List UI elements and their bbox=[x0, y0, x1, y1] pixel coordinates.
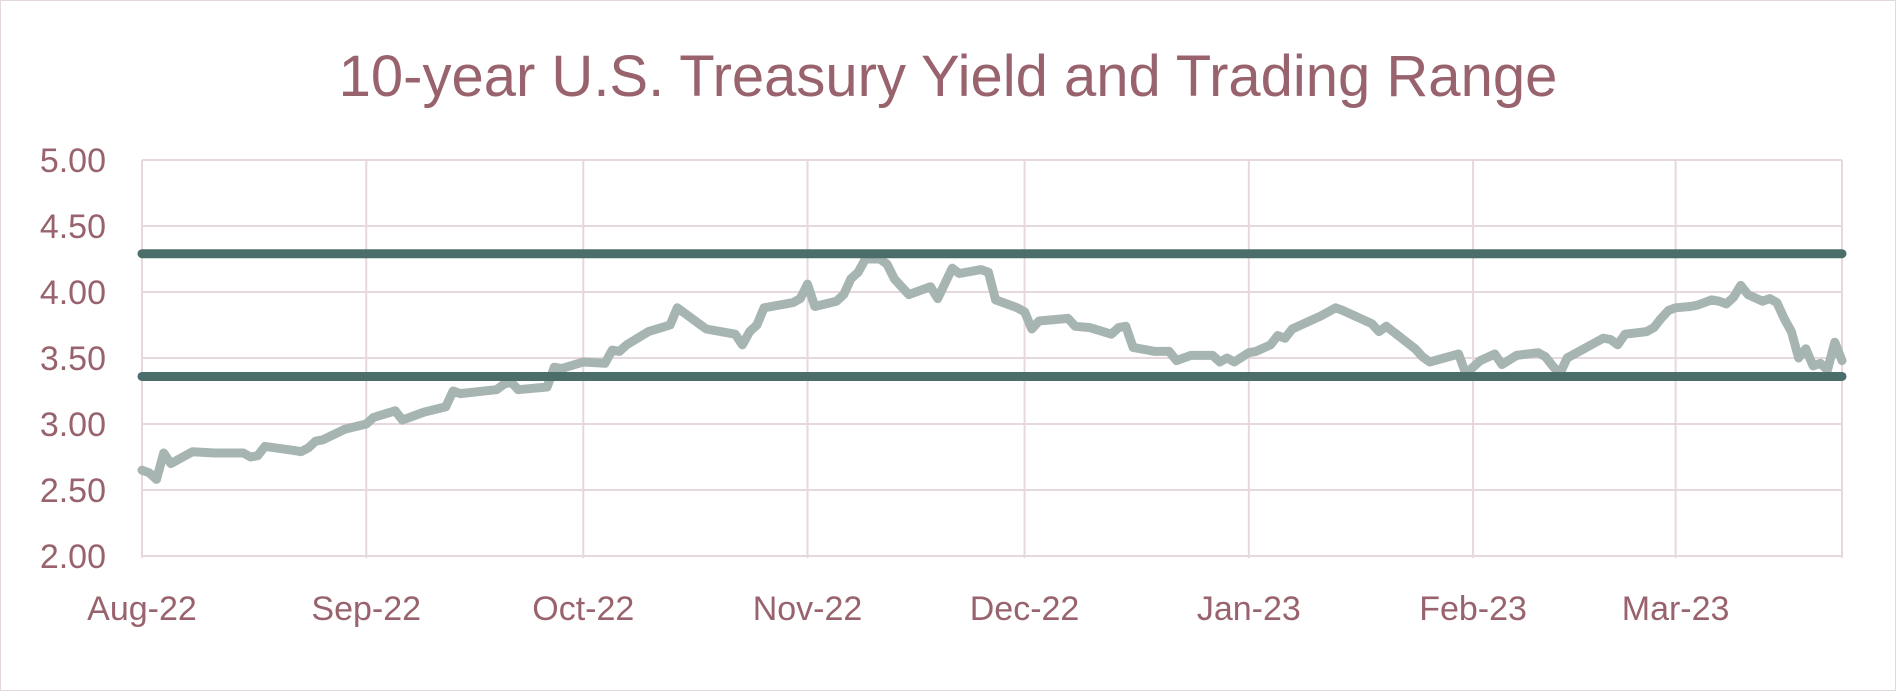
x-tick-label: Sep-22 bbox=[311, 590, 421, 628]
chart-title: 10-year U.S. Treasury Yield and Trading … bbox=[339, 44, 1558, 109]
x-tick-label: Jan-23 bbox=[1197, 590, 1301, 628]
series-layer bbox=[137, 254, 1847, 484]
y-tick-label: 2.50 bbox=[40, 472, 106, 510]
x-tick-label: Oct-22 bbox=[532, 590, 634, 628]
x-tick-label: Aug-22 bbox=[87, 590, 197, 628]
yield-series-line bbox=[137, 254, 1847, 484]
y-tick-label: 2.00 bbox=[40, 538, 106, 576]
x-tick-label: Feb-23 bbox=[1419, 590, 1527, 628]
y-axis-tick-labels: 2.00 2.50 3.00 3.50 4.00 4.50 5.00 bbox=[40, 142, 106, 576]
trading-range-lines bbox=[137, 249, 1847, 381]
x-axis-tick-labels: Aug-22 Sep-22 Oct-22 Nov-22 Dec-22 Jan-23 Feb-… bbox=[87, 590, 1729, 628]
x-tick-label: Mar-23 bbox=[1622, 590, 1730, 628]
horizontal-gridlines bbox=[142, 159, 1842, 557]
x-tick-label: Nov-22 bbox=[753, 590, 863, 628]
y-tick-label: 3.50 bbox=[40, 340, 106, 378]
y-tick-label: 5.00 bbox=[40, 142, 106, 180]
y-tick-label: 3.00 bbox=[40, 406, 106, 444]
x-tick-label: Dec-22 bbox=[970, 590, 1080, 628]
y-tick-label: 4.00 bbox=[40, 274, 106, 312]
y-tick-label: 4.50 bbox=[40, 208, 106, 246]
